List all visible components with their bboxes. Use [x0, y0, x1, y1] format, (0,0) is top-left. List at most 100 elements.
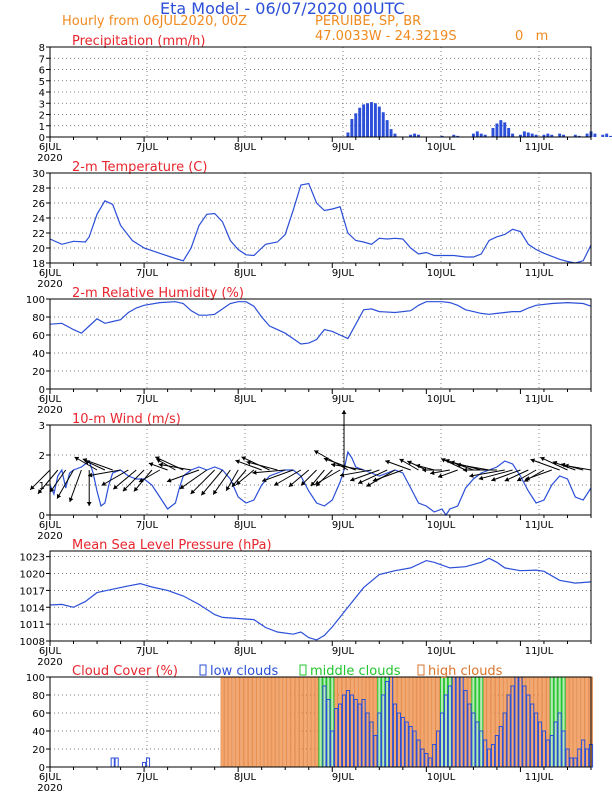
x-tick-label: 10JUL: [427, 142, 456, 153]
y-tick-label: 18: [32, 259, 45, 270]
y-tick-label: 6: [39, 66, 45, 77]
wind-arrow-shaft: [56, 469, 74, 499]
y-tick-label: 0: [39, 511, 45, 522]
wind-arrow: [288, 469, 310, 488]
wind-arrow-shaft: [339, 469, 372, 477]
precip-bar: [479, 133, 483, 137]
wind-arrow: [456, 462, 490, 471]
x-tick-label: 9JUL: [332, 520, 355, 531]
wind-arrow: [200, 469, 223, 496]
wind-arrow-shaft: [478, 469, 513, 480]
panel-title: Cloud Cover (%): [72, 664, 178, 679]
high-cloud-bar: [232, 676, 237, 768]
location-label: PERUIBE, SP, BR: [315, 14, 422, 29]
high-cloud-bar: [263, 676, 268, 768]
wind-arrow-head: [246, 460, 251, 466]
y-tick-label: 28: [32, 184, 45, 195]
wind-arrow-head: [314, 450, 319, 455]
panel-pressure: Mean Sea Level Pressure (hPa) 1008 1011 101…: [20, 538, 592, 668]
wind-arrow: [138, 469, 161, 483]
x-tick-label: 9JUL: [332, 142, 355, 153]
precip-bar: [377, 106, 381, 137]
x-year-label: 2020: [37, 153, 62, 164]
precip-bar: [495, 123, 499, 137]
elevation-label: 0 m: [515, 29, 549, 44]
panel-cloud-cover: Cloud Cover (%) 0 20 40 60 80 100 6JUL 7JUL 8JUL 9…: [26, 664, 594, 792]
y-tick-label: 3: [39, 421, 45, 432]
x-tick-label: 8JUL: [234, 772, 257, 783]
wind-arrow-head: [437, 473, 443, 479]
wind-arrow: [478, 469, 513, 481]
legend-label-0: low clouds: [210, 664, 279, 679]
wind-arrow: [300, 469, 317, 486]
wind-arrow-shaft: [200, 469, 223, 496]
y-tick-label: 3: [39, 99, 45, 110]
y-tick-label: 22: [32, 229, 45, 240]
high-cloud-bar: [252, 676, 256, 768]
wind-arrow-head: [310, 481, 316, 487]
wind-arrow: [504, 469, 529, 482]
wind-arrow-head: [422, 467, 427, 473]
wind-arrow-head: [301, 481, 306, 486]
wind-arrow-head: [314, 480, 320, 485]
wind-arrow: [516, 469, 537, 482]
panel-frame: [49, 676, 592, 768]
wind-arrow: [540, 456, 568, 471]
wind-arrow-head: [241, 456, 247, 461]
y-tick-label: 26: [32, 199, 45, 210]
wind-arrow-head: [113, 484, 118, 490]
wind-arrow: [49, 469, 67, 493]
precip-bar: [609, 135, 612, 137]
precip-bar: [526, 132, 530, 137]
wind-arrow-head: [540, 456, 545, 462]
coordinates-label: 47.0033W - 24.3219S: [315, 29, 457, 44]
series-line-relative_humidity: [49, 301, 592, 345]
wind-arrow-head: [179, 484, 185, 489]
wind-arrow-head: [155, 456, 160, 461]
precip-bar: [542, 134, 546, 137]
precip-bar: [577, 135, 581, 137]
wind-arrow-shaft: [385, 460, 411, 471]
wind-arrow-head: [101, 481, 107, 486]
wind-arrow-head: [530, 458, 536, 464]
y-tick-label: 1: [39, 122, 45, 133]
x-tick-label: 6JUL: [39, 142, 62, 153]
wind-arrow-head: [50, 487, 55, 493]
high-cloud-bar: [244, 676, 248, 768]
wind-arrow: [68, 469, 82, 503]
x-tick-label: 11JUL: [525, 268, 554, 279]
wind-arrow-head: [430, 470, 435, 476]
panel-title: 10-m Wind (m/s): [72, 412, 181, 427]
wind-arrow: [261, 469, 294, 483]
legend-swatch-0: [199, 664, 207, 676]
precip-bar: [562, 134, 566, 137]
wind-arrow-head: [462, 467, 467, 473]
high-cloud-bar: [295, 676, 299, 768]
precip-bar: [593, 133, 597, 137]
precip-bar: [503, 122, 507, 137]
low-cloud-bar: [114, 757, 119, 768]
wind-arrow-head: [441, 458, 446, 463]
precip-bar: [483, 134, 487, 137]
wind-arrow-shaft: [331, 463, 364, 471]
wind-arrow-shaft: [69, 469, 82, 503]
wind-arrow-shaft: [101, 469, 129, 486]
wind-arrow-head: [262, 477, 267, 483]
low-cloud-bar: [110, 757, 115, 768]
wind-arrow-shaft: [190, 469, 216, 495]
precip-bar: [585, 133, 589, 137]
high-cloud-bar: [299, 676, 303, 768]
legend-label-1: middle clouds: [310, 664, 401, 679]
wind-arrow-shaft: [112, 469, 137, 490]
wind-arrow-head: [399, 458, 405, 464]
x-tick-label: 11JUL: [525, 772, 554, 783]
panel-wind: 10-m Wind (m/s) 0 1 2 3 6JUL 7JUL 8JUL 9JUL 10JUL…: [29, 410, 592, 542]
wind-arrow-shaft: [235, 459, 262, 471]
y-tick-label: 80: [32, 691, 45, 702]
wind-arrow-head: [478, 475, 484, 481]
wind-arrow-head: [525, 475, 531, 481]
x-tick-label: 9JUL: [332, 646, 355, 657]
wind-arrow-head: [82, 458, 88, 463]
wind-arrow-head: [190, 489, 196, 495]
wind-arrow: [462, 467, 497, 473]
